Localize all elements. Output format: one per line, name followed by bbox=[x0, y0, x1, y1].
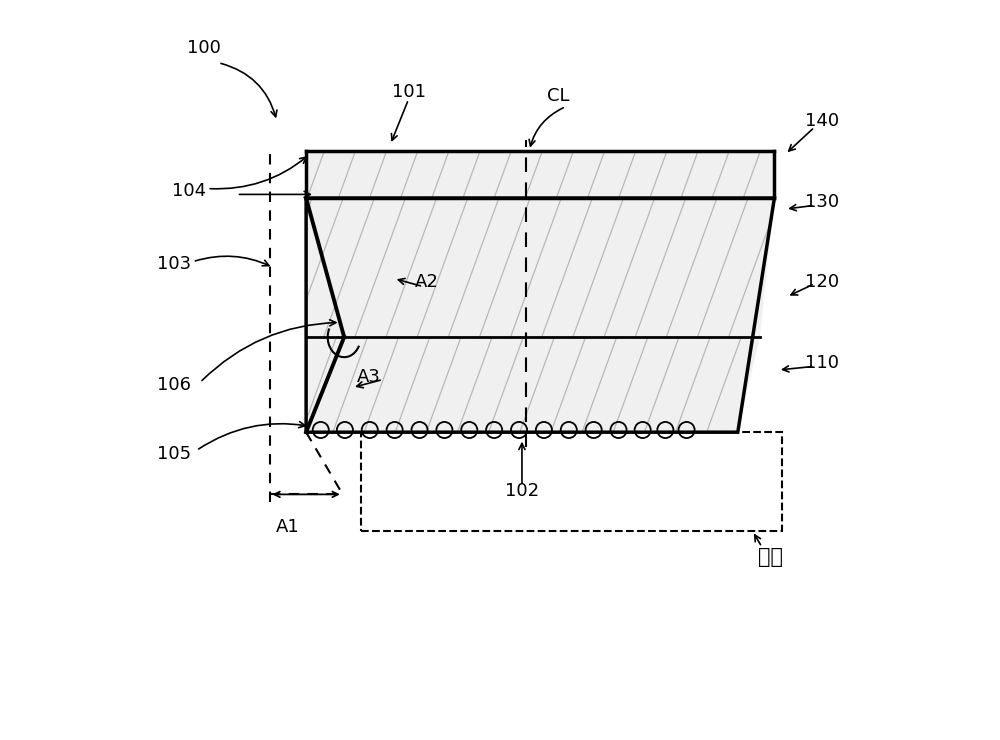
Polygon shape bbox=[306, 337, 760, 432]
Text: 120: 120 bbox=[805, 273, 839, 292]
Polygon shape bbox=[306, 198, 774, 337]
Text: 102: 102 bbox=[505, 482, 539, 500]
Text: 103: 103 bbox=[157, 255, 191, 273]
Text: A1: A1 bbox=[276, 518, 300, 536]
Text: CL: CL bbox=[547, 87, 570, 104]
Text: 110: 110 bbox=[805, 354, 839, 371]
Text: A3: A3 bbox=[356, 369, 380, 386]
Text: 130: 130 bbox=[805, 192, 839, 211]
Text: 104: 104 bbox=[172, 182, 206, 200]
Text: 140: 140 bbox=[805, 112, 839, 130]
Text: 101: 101 bbox=[392, 83, 426, 101]
Text: A2: A2 bbox=[415, 273, 439, 292]
Polygon shape bbox=[306, 150, 774, 198]
Text: 100: 100 bbox=[187, 39, 221, 57]
Text: 106: 106 bbox=[157, 376, 191, 394]
Text: 105: 105 bbox=[157, 445, 191, 463]
Text: 基底: 基底 bbox=[758, 547, 783, 567]
Bar bbox=[361, 432, 782, 531]
